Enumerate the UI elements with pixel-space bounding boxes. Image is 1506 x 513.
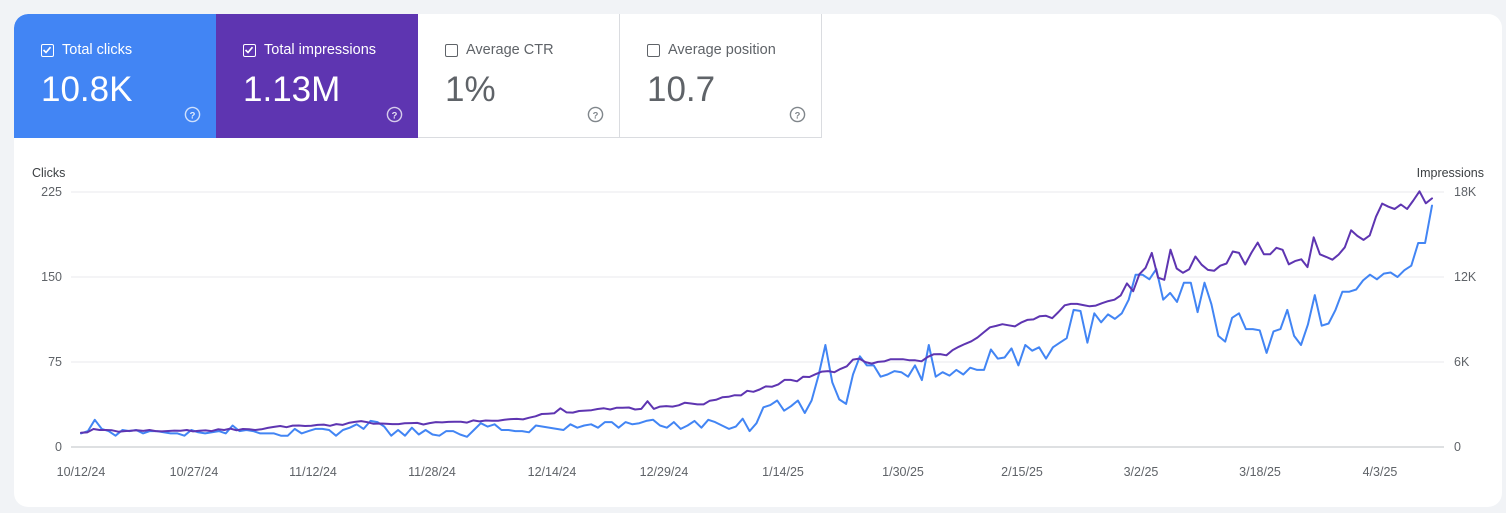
- svg-text:?: ?: [392, 110, 398, 121]
- x-tick-label: 12/29/24: [640, 465, 689, 479]
- metric-label: Average position: [668, 42, 776, 58]
- checkbox-icon[interactable]: [445, 43, 458, 57]
- svg-text:?: ?: [795, 110, 801, 121]
- y-right-tick-label: 6K: [1454, 355, 1470, 369]
- y-left-axis-title: Clicks: [32, 166, 65, 180]
- y-right-ticks: 0 6K 12K 18K: [1454, 185, 1477, 454]
- series-line-clicks: [80, 204, 1433, 438]
- svg-text:?: ?: [190, 110, 196, 121]
- x-tick-label: 3/2/25: [1124, 465, 1159, 479]
- metric-card-header: Total clicks: [41, 42, 132, 58]
- help-circle-icon[interactable]: ?: [184, 106, 201, 123]
- x-tick-label: 1/14/25: [762, 465, 804, 479]
- metric-value: 10.7: [647, 70, 716, 109]
- y-left-tick-label: 150: [41, 270, 62, 284]
- y-right-axis-title: Impressions: [1417, 166, 1484, 180]
- metric-value: 1.13M: [243, 70, 341, 109]
- svg-text:?: ?: [593, 110, 599, 121]
- metric-card-total-impressions[interactable]: Total impressions 1.13M ?: [216, 14, 418, 138]
- metric-label: Total clicks: [62, 42, 133, 58]
- help-circle-icon[interactable]: ?: [587, 106, 604, 123]
- x-tick-label: 10/27/24: [170, 465, 219, 479]
- x-tick-label: 11/12/24: [289, 465, 337, 479]
- help-circle-icon[interactable]: ?: [789, 106, 806, 123]
- x-tick-label: 10/12/24: [57, 465, 106, 479]
- performance-panel: Total clicks 10.8K ? Total impressions 1…: [14, 14, 1502, 507]
- checkbox-icon[interactable]: [243, 43, 256, 57]
- help-circle-icon[interactable]: ?: [386, 106, 403, 123]
- metric-card-average-ctr[interactable]: Average CTR 1% ?: [418, 14, 620, 138]
- metric-label: Average CTR: [466, 42, 554, 58]
- series-line-impressions: [80, 190, 1433, 434]
- x-tick-label: 11/28/24: [408, 465, 456, 479]
- metric-value: 1%: [445, 70, 496, 109]
- metric-cards: Total clicks 10.8K ? Total impressions 1…: [14, 14, 822, 138]
- checkbox-icon[interactable]: [41, 43, 54, 57]
- x-tick-label: 1/30/25: [882, 465, 924, 479]
- x-tick-label: 12/14/24: [528, 465, 577, 479]
- metric-value: 10.8K: [41, 70, 133, 109]
- y-left-tick-label: 225: [41, 185, 62, 199]
- y-right-tick-label: 12K: [1454, 270, 1477, 284]
- metric-label: Total impressions: [264, 42, 377, 58]
- checkbox-icon[interactable]: [647, 43, 660, 57]
- metric-card-header: Average position: [647, 42, 776, 58]
- y-right-tick-label: 18K: [1454, 185, 1477, 199]
- grid-lines: [71, 191, 1444, 448]
- y-left-tick-label: 75: [48, 355, 62, 369]
- y-left-tick-label: 0: [55, 440, 62, 454]
- metric-card-average-position[interactable]: Average position 10.7 ?: [620, 14, 822, 138]
- y-right-tick-label: 0: [1454, 440, 1461, 454]
- series-lines: [80, 190, 1433, 438]
- metric-card-total-clicks[interactable]: Total clicks 10.8K ?: [14, 14, 216, 138]
- y-left-ticks: 0 75 150 225: [41, 185, 62, 454]
- x-tick-label: 2/15/25: [1001, 465, 1043, 479]
- x-tick-label: 4/3/25: [1363, 465, 1398, 479]
- metric-card-header: Total impressions: [243, 42, 376, 58]
- metric-card-header: Average CTR: [445, 42, 554, 58]
- x-tick-label: 3/18/25: [1239, 465, 1281, 479]
- performance-line-chart[interactable]: Clicks Impressions 0 75 150 225 0 6K 12K 18K 1…: [14, 154, 1502, 507]
- x-axis-ticks: 10/12/24 10/27/24 11/12/24 11/28/24 12/14/24…: [57, 465, 1398, 479]
